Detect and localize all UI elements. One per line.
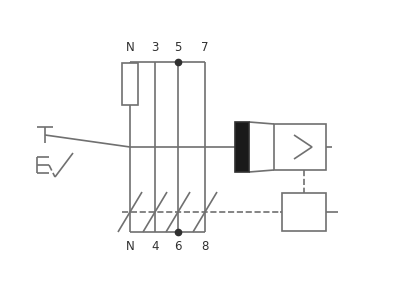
Bar <box>122 63 138 105</box>
Text: N: N <box>126 41 134 54</box>
Bar <box>235 122 249 172</box>
Text: 7: 7 <box>201 41 209 54</box>
Text: N: N <box>126 240 134 253</box>
Bar <box>274 124 326 170</box>
Text: 5: 5 <box>174 41 182 54</box>
Bar <box>282 193 326 231</box>
Text: 4: 4 <box>151 240 159 253</box>
Text: 3: 3 <box>151 41 159 54</box>
Text: 8: 8 <box>201 240 209 253</box>
Text: 6: 6 <box>174 240 182 253</box>
